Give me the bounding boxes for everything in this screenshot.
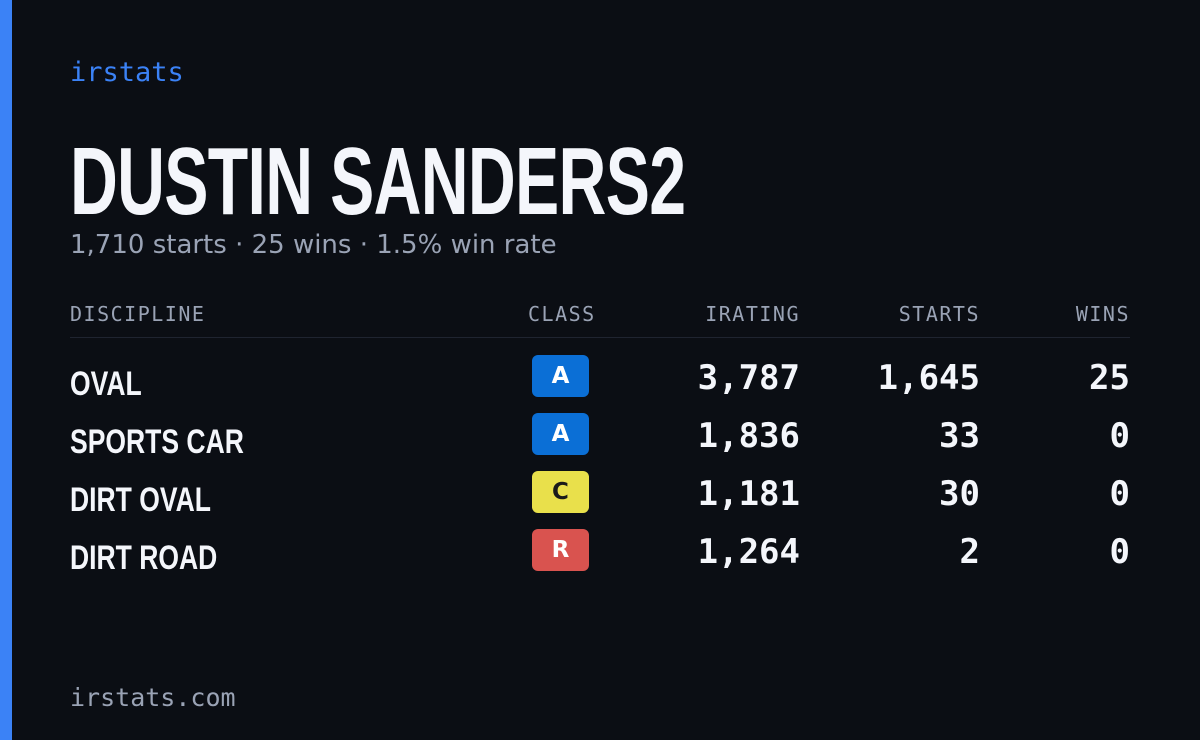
discipline: DIRT OVAL [70, 481, 211, 519]
discipline: DIRT ROAD [70, 539, 218, 577]
wins: 0 [1109, 532, 1130, 572]
wins: 0 [1109, 474, 1130, 514]
starts: 1,645 [877, 358, 980, 398]
starts: 30 [939, 474, 980, 514]
irating: 1,264 [697, 532, 800, 572]
footer: irstats.com [70, 683, 236, 712]
column-header: IRATING [705, 302, 800, 326]
class-badge: C [532, 471, 589, 513]
class-badge: A [532, 355, 589, 397]
class-badge: A [532, 413, 589, 455]
column-header: DISCIPLINE [70, 302, 206, 326]
wins: 25 [1089, 358, 1130, 398]
discipline: SPORTS CAR [70, 423, 244, 461]
discipline: OVAL [70, 365, 142, 403]
irating: 3,787 [697, 358, 800, 398]
starts: 33 [939, 416, 980, 456]
wins: 0 [1109, 416, 1130, 456]
starts: 2 [959, 532, 980, 572]
summary: 1,710 starts · 25 wins · 1.5% win rate [70, 230, 557, 260]
irating: 1,836 [697, 416, 800, 456]
irating: 1,181 [697, 474, 800, 514]
column-header: WINS [1075, 302, 1130, 326]
separator [70, 337, 1130, 338]
accent-bar [0, 0, 12, 740]
brand: irstats [70, 57, 184, 88]
column-header: CLASS [528, 302, 596, 326]
driver-name: DUSTIN SANDERS2 [70, 128, 686, 235]
column-header: STARTS [898, 302, 980, 326]
class-badge: R [532, 529, 589, 571]
